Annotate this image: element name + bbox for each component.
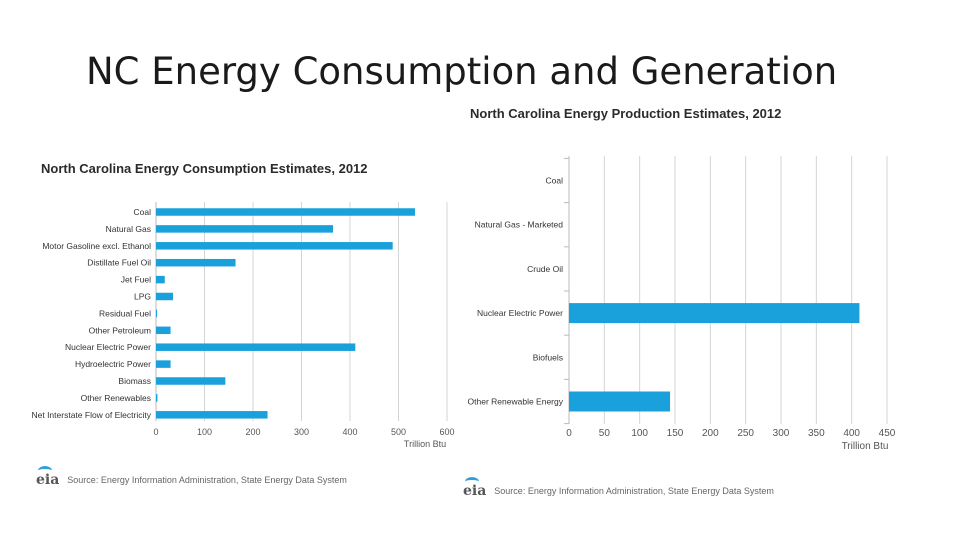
slide-title: NC Energy Consumption and Generation	[86, 50, 838, 93]
eia-logo: eia	[36, 466, 59, 488]
category-label: Natural Gas	[106, 224, 151, 234]
category-label: Distillate Fuel Oil	[87, 258, 151, 268]
x-tick-label: 400	[843, 428, 860, 439]
x-tick-label: 150	[667, 428, 684, 439]
category-label: Motor Gasoline excl. Ethanol	[42, 241, 151, 251]
category-label: Nuclear Electric Power	[477, 308, 563, 318]
x-tick-label: 600	[439, 427, 454, 437]
category-label: Nuclear Electric Power	[65, 342, 151, 352]
bar	[156, 377, 226, 385]
x-axis-label: Trillion Btu	[404, 439, 446, 449]
category-label: Jet Fuel	[121, 275, 151, 285]
bar	[156, 411, 268, 419]
x-axis-label: Trillion Btu	[842, 441, 889, 452]
x-tick-label: 300	[773, 428, 790, 439]
category-label: Other Renewable Energy	[468, 396, 564, 406]
bar	[156, 208, 415, 216]
x-tick-label: 100	[631, 428, 648, 439]
category-label: Biomass	[118, 376, 151, 386]
category-label: Residual Fuel	[99, 308, 151, 318]
bar	[156, 360, 171, 368]
production-chart-title: North Carolina Energy Production Estimat…	[470, 106, 782, 121]
x-tick-label: 0	[566, 428, 572, 439]
bar	[156, 225, 334, 233]
eia-logo: eia	[463, 477, 486, 499]
x-tick-label: 450	[879, 428, 896, 439]
x-tick-label: 250	[737, 428, 754, 439]
bar	[156, 292, 173, 301]
source-note-right: eia Source: Energy Information Administr…	[463, 477, 774, 499]
x-tick-label: 200	[702, 428, 719, 439]
bar	[156, 258, 236, 267]
x-tick-label: 300	[294, 427, 309, 437]
category-label: Crude Oil	[527, 264, 563, 274]
production-chart: Coal Natural Gas - Marketed Crude Oil Nucle…	[468, 156, 896, 452]
consumption-chart: Coal Natural Gas Motor Gasoline excl. Etha…	[31, 202, 455, 449]
category-label: LPG	[134, 291, 151, 301]
x-tick-label: 350	[808, 428, 825, 439]
bar	[156, 394, 158, 402]
x-tick-label: 200	[245, 427, 260, 437]
category-label: Net Interstate Flow of Electricity	[31, 410, 151, 420]
bar	[569, 303, 860, 324]
x-tick-label: 500	[391, 427, 406, 437]
category-label: Coal	[134, 207, 152, 217]
bar	[569, 391, 671, 412]
source-text: Source: Energy Information Administratio…	[494, 486, 774, 496]
category-label: Hydroelectric Power	[75, 359, 151, 369]
category-label: Coal	[546, 175, 564, 185]
source-text: Source: Energy Information Administratio…	[67, 475, 347, 485]
consumption-chart-title: North Carolina Energy Consumption Estima…	[41, 161, 368, 176]
x-tick-label: 100	[197, 427, 212, 437]
category-label: Other Petroleum	[89, 325, 151, 335]
x-tick-label: 50	[599, 428, 611, 439]
category-label: Other Renewables	[81, 393, 151, 403]
source-note-left: eia Source: Energy Information Administr…	[36, 466, 347, 488]
bar	[156, 275, 165, 284]
bar	[156, 343, 356, 351]
category-label: Natural Gas - Marketed	[475, 220, 564, 230]
x-tick-label: 400	[342, 427, 357, 437]
bar	[156, 242, 393, 250]
bar	[156, 309, 157, 318]
bar	[156, 326, 171, 335]
category-label: Biofuels	[533, 352, 563, 362]
x-tick-label: 0	[153, 427, 158, 437]
